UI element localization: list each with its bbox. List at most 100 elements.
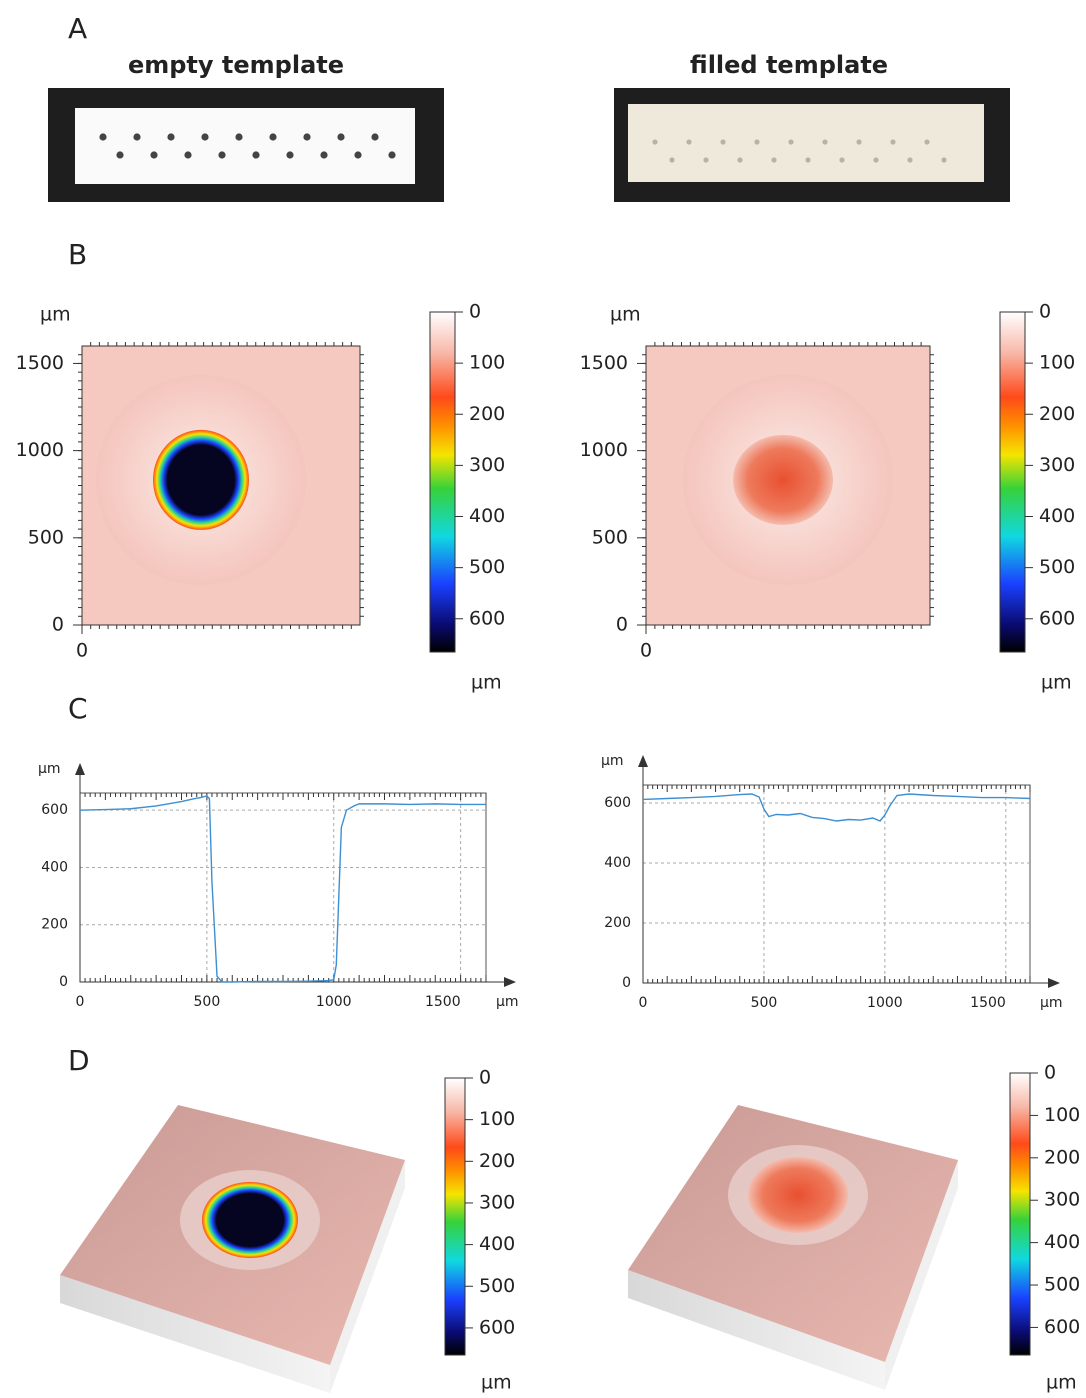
colorbar-tick-label: 200 <box>479 1150 515 1172</box>
hole-dot <box>941 157 947 163</box>
colorbar-tick-label: 400 <box>479 1233 515 1255</box>
colorbar-tick-label: 300 <box>479 1191 515 1213</box>
colorbar-tick-label: 500 <box>1039 556 1075 578</box>
colorbar-tick-label: 0 <box>469 301 481 323</box>
x-tick-label: 500 <box>194 994 221 1010</box>
y-unit: µm <box>601 753 624 769</box>
colorbar-tick-label: 0 <box>1044 1062 1056 1084</box>
colorbar-tick-label: 400 <box>1039 505 1075 527</box>
colorbar-tick-label: 500 <box>469 556 505 578</box>
x-tick-label: 0 <box>639 995 648 1011</box>
hole-dot <box>303 133 311 141</box>
hole <box>153 429 249 530</box>
x-tick-label: 500 <box>751 995 778 1011</box>
hole-dot <box>150 151 158 159</box>
colorbar-tick-label: 100 <box>1039 352 1075 374</box>
x-tick-label: 1000 <box>867 995 903 1011</box>
colorbar-tick-label: 100 <box>1044 1104 1080 1126</box>
colorbar-unit: µm <box>1046 1372 1077 1394</box>
hole-dot <box>133 133 141 141</box>
panel-label: C <box>68 692 88 725</box>
hole-dot <box>218 151 226 159</box>
colorbar-tick-label: 500 <box>479 1275 515 1297</box>
y-tick-label: 1000 <box>16 439 64 461</box>
y-arrow <box>75 763 85 775</box>
colorbar-tick-label: 600 <box>469 607 505 629</box>
hole-dot <box>269 133 277 141</box>
colorbar-tick-label: 300 <box>469 454 505 476</box>
photo-title: filled template <box>690 51 888 79</box>
x-arrow <box>504 977 516 987</box>
profile-line <box>642 793 1031 822</box>
hole-3d <box>202 1182 298 1258</box>
hole-dot <box>703 157 709 163</box>
hole-dot <box>320 151 328 159</box>
y-unit: µm <box>40 304 71 326</box>
y-tick-label: 200 <box>41 917 68 933</box>
hole-dot <box>788 139 794 145</box>
y-unit: µm <box>38 761 61 777</box>
panel-label: D <box>68 1044 90 1077</box>
x-tick-label: 0 <box>76 640 88 662</box>
hole-dot <box>856 139 862 145</box>
colorbar-tick-label: 400 <box>1044 1231 1080 1253</box>
colorbar-unit: µm <box>471 672 502 694</box>
x-arrow <box>1048 978 1060 988</box>
hole-dot <box>754 139 760 145</box>
hole-dot <box>907 157 913 163</box>
y-tick-label: 1500 <box>16 352 64 374</box>
hole-dot <box>354 151 362 159</box>
colorbar <box>429 311 456 653</box>
colorbar-tick-label: 500 <box>1044 1274 1080 1296</box>
hole-dot <box>822 139 828 145</box>
hole-dot <box>924 139 930 145</box>
colorbar <box>1009 1072 1031 1356</box>
y-tick-label: 1000 <box>580 439 628 461</box>
y-tick-label: 0 <box>622 975 631 991</box>
y-tick-label: 500 <box>28 526 64 548</box>
hole-dot <box>890 139 896 145</box>
hole-dot <box>235 133 243 141</box>
profile-line <box>79 795 486 983</box>
hole-dot <box>286 151 294 159</box>
holes <box>99 133 947 163</box>
hole-dot <box>201 133 209 141</box>
x-unit: µm <box>1040 995 1063 1011</box>
colorbar-tick-label: 600 <box>1044 1316 1080 1338</box>
x-tick-label: 0 <box>640 640 652 662</box>
plot-frame <box>642 784 1031 984</box>
photo-title: empty template <box>128 51 344 79</box>
colorbar-tick-label: 100 <box>469 352 505 374</box>
surface-side <box>885 1160 958 1390</box>
y-tick-label: 500 <box>592 526 628 548</box>
colorbar-tick-label: 600 <box>1039 607 1075 629</box>
filled-spot-3d <box>748 1157 848 1233</box>
y-unit: µm <box>610 304 641 326</box>
colorbar-tick-label: 200 <box>469 403 505 425</box>
y-tick-label: 600 <box>604 795 631 811</box>
hole-dot <box>371 133 379 141</box>
panel-label: A <box>68 12 87 45</box>
plot-frame <box>79 792 487 983</box>
colorbar-tick-label: 600 <box>479 1316 515 1338</box>
hole-dot <box>805 157 811 163</box>
y-arrow <box>638 755 648 767</box>
filled-spot <box>733 434 833 525</box>
x-unit: µm <box>496 994 519 1010</box>
colorbar-tick-label: 400 <box>469 505 505 527</box>
panel-label: B <box>68 238 87 271</box>
y-tick-label: 200 <box>604 915 631 931</box>
surface-side <box>330 1160 405 1393</box>
hole-dot <box>388 151 396 159</box>
x-tick-label: 1500 <box>425 994 461 1010</box>
colorbar-tick-label: 200 <box>1044 1146 1080 1168</box>
y-tick-label: 0 <box>59 974 68 990</box>
hole-dot <box>252 151 260 159</box>
colorbar <box>999 311 1026 653</box>
x-tick-label: 1500 <box>970 995 1006 1011</box>
hole-dot <box>686 139 692 145</box>
colorbar-tick-label: 200 <box>1039 403 1075 425</box>
hole-dot <box>771 157 777 163</box>
colorbar-tick-label: 100 <box>479 1108 515 1130</box>
